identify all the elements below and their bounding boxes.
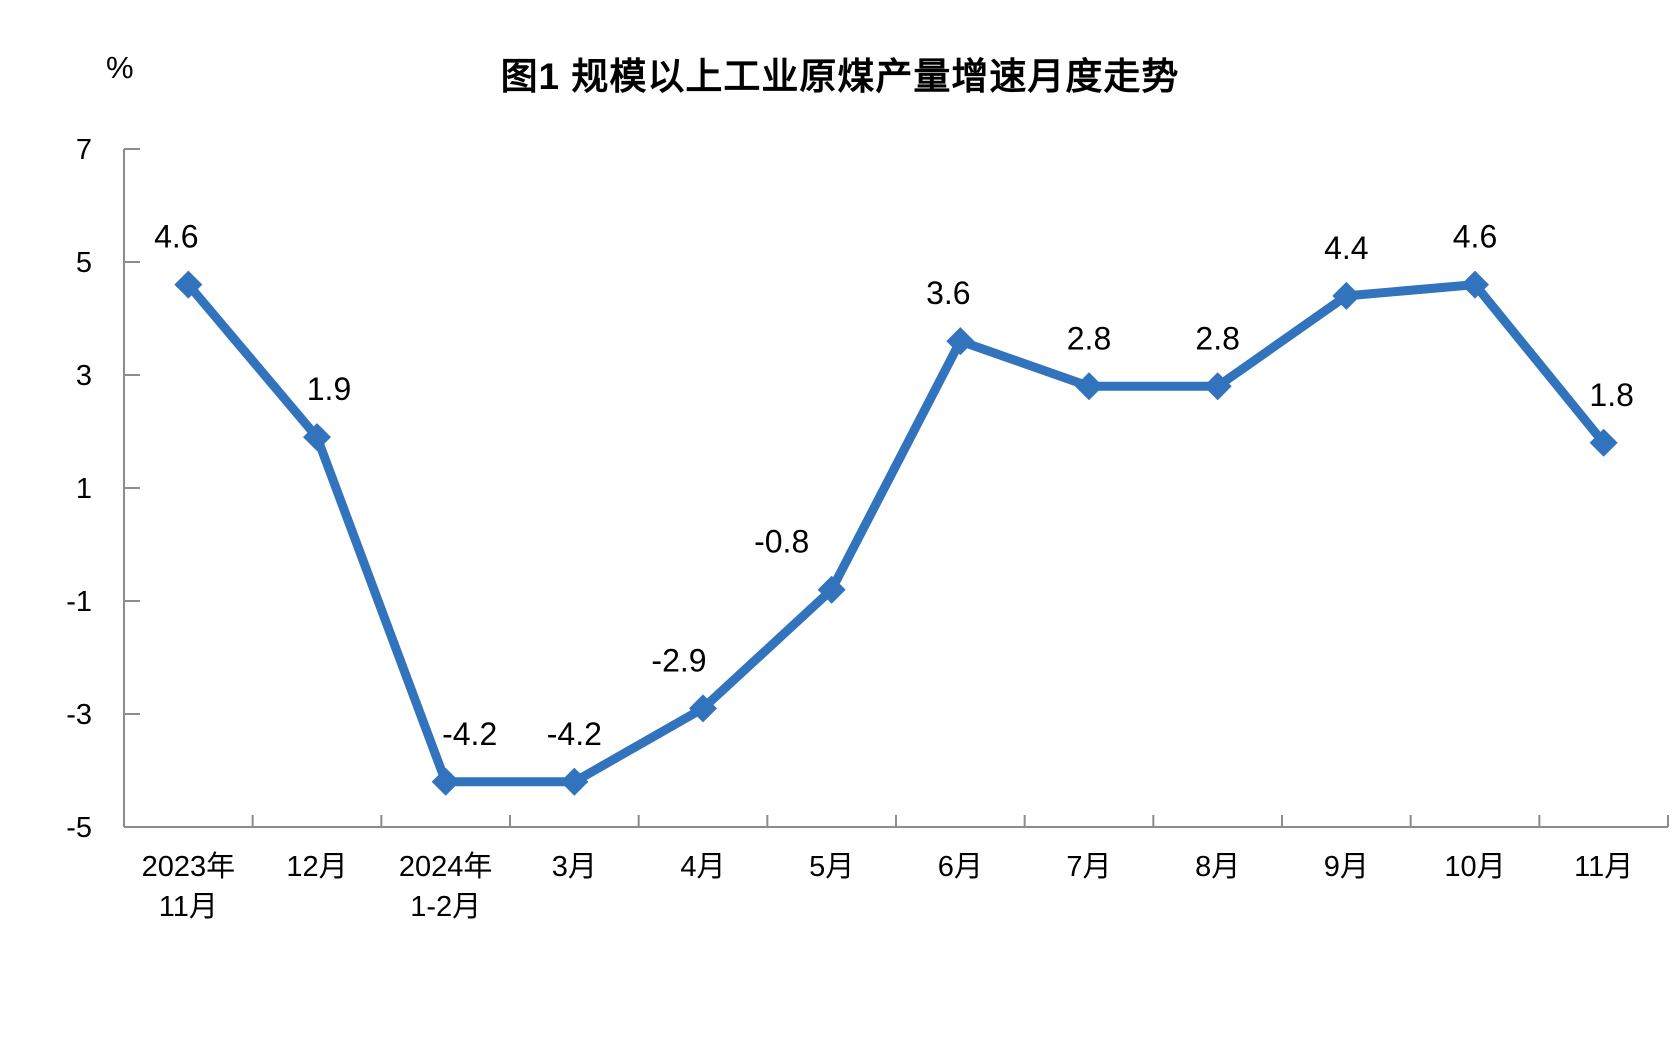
y-axis-tick-label: 5 xyxy=(76,247,92,279)
series-line xyxy=(183,280,1609,787)
data-point-label: 4.4 xyxy=(1324,230,1368,266)
data-point-label: 2.8 xyxy=(1195,320,1239,356)
chart-title: 图1 规模以上工业原煤产量增速月度走势 xyxy=(500,56,1180,97)
x-axis-tick-label: 4月 xyxy=(680,851,725,883)
data-point-label: -4.2 xyxy=(442,716,497,752)
x-axis-tick-label: 5月 xyxy=(809,851,854,883)
y-axis-tick-label: -1 xyxy=(66,586,92,618)
data-point-marker xyxy=(303,423,331,452)
y-axis-tick-label: 7 xyxy=(76,134,92,166)
x-axis-tick-label: 11月 xyxy=(159,891,218,923)
x-axis-tick-label: 10月 xyxy=(1444,851,1505,883)
x-axis-tick-label: 8月 xyxy=(1195,851,1240,883)
data-point-label: -0.8 xyxy=(754,524,809,560)
x-axis-tick-label: 12月 xyxy=(286,851,347,883)
data-point-marker xyxy=(1332,281,1361,310)
y-axis-unit-label: % xyxy=(106,50,134,85)
data-point-label: 4.6 xyxy=(1453,219,1497,255)
data-point-marker xyxy=(174,270,203,299)
data-point-marker xyxy=(1075,372,1103,401)
x-axis-tick-label: 7月 xyxy=(1066,851,1111,883)
x-axis-tick-label: 6月 xyxy=(938,851,983,883)
data-point-marker xyxy=(817,575,846,604)
data-point-label: 4.6 xyxy=(154,219,198,255)
data-point-marker xyxy=(431,767,460,796)
x-axis-tick-label: 2023年 xyxy=(142,850,236,883)
y-axis-tick-label: 3 xyxy=(76,360,92,392)
data-point-marker xyxy=(1461,270,1489,299)
x-axis-tick-label: 9月 xyxy=(1324,851,1369,883)
y-axis-tick-label: 1 xyxy=(76,473,92,505)
data-point-label: -4.2 xyxy=(547,716,602,752)
x-axis-tick-label: 11月 xyxy=(1574,851,1633,883)
data-point-marker xyxy=(1203,372,1232,401)
data-point-label: 1.8 xyxy=(1589,377,1633,413)
data-point-marker xyxy=(560,767,589,796)
data-point-label: 1.9 xyxy=(307,371,351,407)
data-point-label: 3.6 xyxy=(926,275,970,311)
x-axis-tick-label: 2024年 xyxy=(399,850,493,883)
x-axis-tick-label: 3月 xyxy=(552,851,597,883)
data-point-marker xyxy=(689,694,717,723)
data-point-marker xyxy=(946,327,975,356)
data-point-marker xyxy=(1589,428,1618,457)
y-axis-tick-label: -3 xyxy=(66,699,92,731)
x-axis-tick-label: 1-2月 xyxy=(410,891,481,923)
y-axis-tick-label: -5 xyxy=(66,812,92,844)
data-point-label: 2.8 xyxy=(1067,320,1111,356)
data-point-label: -2.9 xyxy=(651,642,706,678)
